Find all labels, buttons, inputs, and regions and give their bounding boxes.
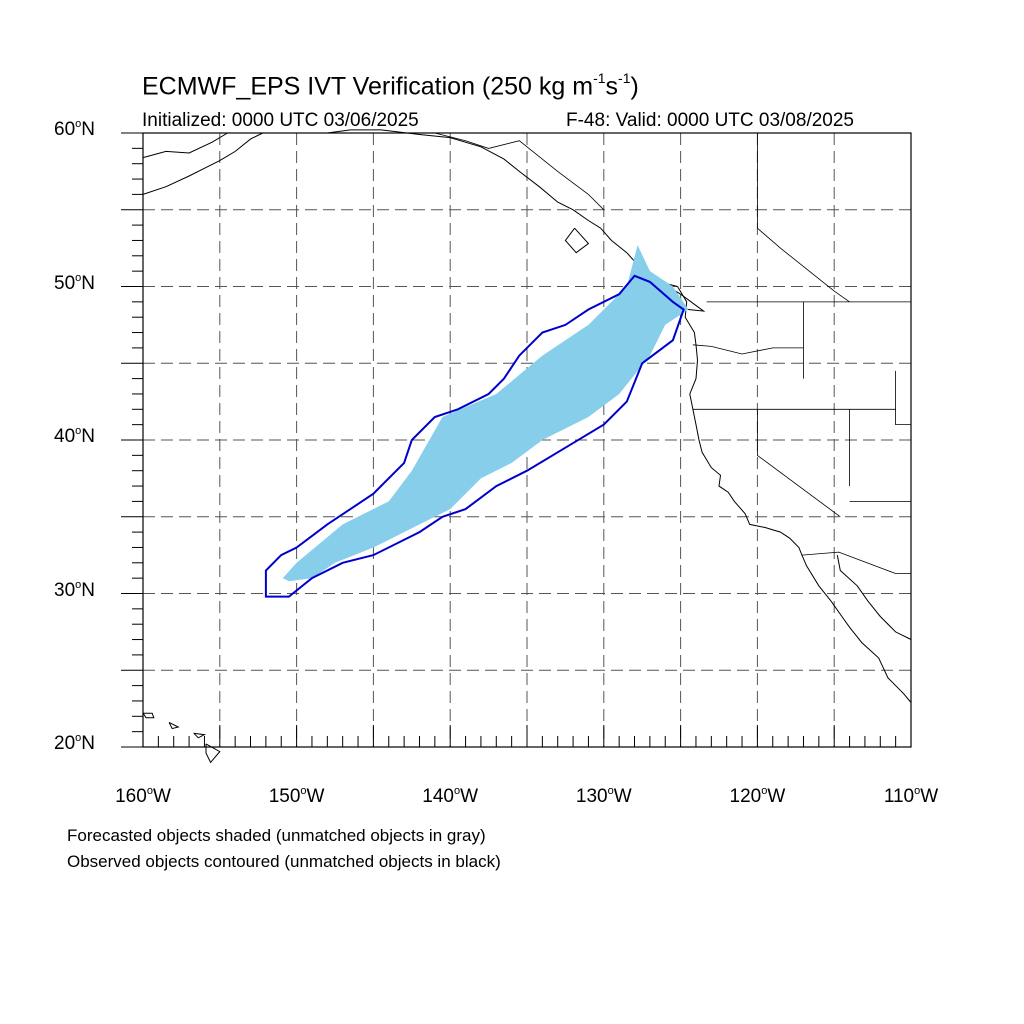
- political-border: [757, 409, 841, 518]
- axis-ticks: [121, 132, 912, 748]
- lat-label: 40oN: [54, 425, 95, 447]
- coastline: [205, 743, 221, 764]
- observed-note: Observed objects contoured (unmatched ob…: [67, 852, 501, 871]
- coastline: [836, 555, 912, 640]
- coastline: [193, 732, 207, 739]
- political-border: [692, 344, 804, 355]
- forecast-object-shaded: [282, 245, 689, 582]
- political-border: [757, 133, 850, 303]
- observed-object-contour: [264, 274, 685, 598]
- initialized-time: Initialized: 0000 UTC 03/06/2025: [142, 110, 419, 131]
- lat-label: 50oN: [54, 271, 95, 294]
- lon-label: 120oW: [729, 785, 786, 807]
- lon-label: 160oW: [115, 785, 171, 807]
- coastline: [142, 132, 264, 195]
- lat-label: 30oN: [54, 578, 95, 601]
- coastline: [327, 129, 678, 287]
- coastline: [564, 227, 590, 254]
- ivt-objects-layer: [264, 245, 689, 598]
- lon-label: 130oW: [575, 785, 632, 807]
- political-border: [895, 370, 911, 426]
- political-border: [434, 132, 605, 211]
- coastline: [168, 721, 180, 730]
- lon-label: 150oW: [268, 785, 325, 807]
- political-border: [801, 551, 911, 574]
- lon-label: 110oW: [883, 785, 939, 807]
- coastline: [142, 712, 155, 719]
- coastline: [142, 132, 228, 159]
- map-title: ECMWF_EPS IVT Verification (250 kg m-1s-…: [142, 70, 639, 101]
- lat-label: 20oN: [54, 732, 95, 754]
- lon-label: 140oW: [422, 785, 479, 807]
- lat-label: 60oN: [54, 118, 95, 140]
- valid-time: F-48: Valid: 0000 UTC 03/08/2025: [566, 110, 854, 131]
- forecast-note: Forecasted objects shaded (unmatched obj…: [67, 826, 486, 845]
- coastline: [677, 286, 912, 703]
